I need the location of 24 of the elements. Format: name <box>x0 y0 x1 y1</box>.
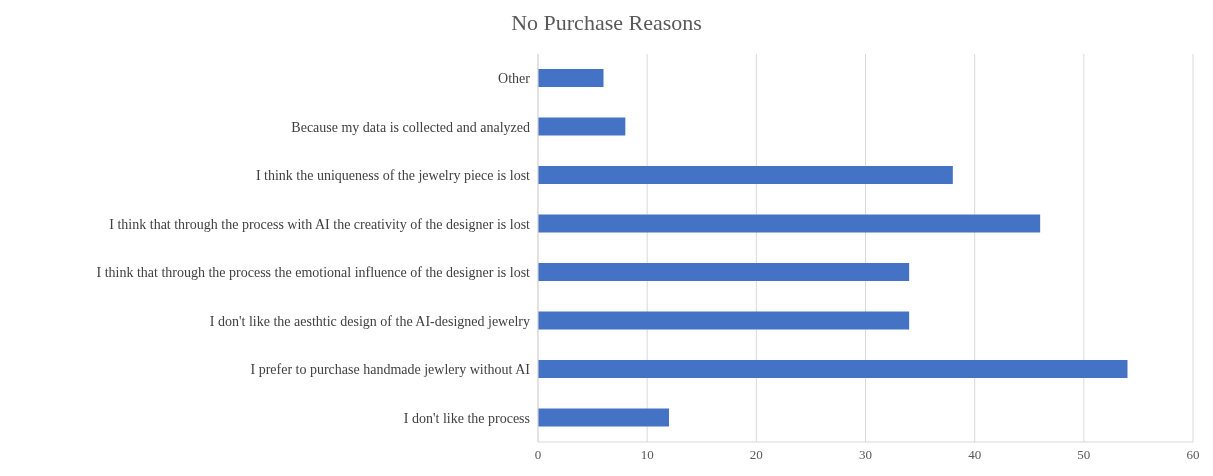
y-tick-label: I don't like the process <box>403 410 530 426</box>
bar <box>538 311 910 330</box>
bar <box>538 360 1128 378</box>
bar <box>538 214 1041 233</box>
x-tick-label: 60 <box>1186 447 1200 463</box>
y-tick-label: I don't like the aesthtic design of the AI-designed jewelry <box>209 313 530 329</box>
bar <box>538 117 626 136</box>
bar <box>538 263 910 281</box>
bar <box>538 69 604 87</box>
bar <box>538 408 669 427</box>
bar <box>538 166 953 184</box>
x-tick-label: 10 <box>640 447 654 463</box>
x-tick-label: 0 <box>534 447 542 463</box>
y-tick-label: I think that through the process the emotional influence of the designer is lost <box>96 265 531 281</box>
y-tick-label: I think that through the process with AI the creativity of the designer is lost <box>109 216 531 232</box>
chart-title: No Purchase Reasons <box>510 9 703 37</box>
x-tick-label: 20 <box>749 447 763 463</box>
x-tick-label: 30 <box>859 447 872 463</box>
x-tick-label: 50 <box>1077 447 1091 463</box>
x-tick-label: 40 <box>968 447 982 463</box>
y-tick-label: Other <box>498 71 531 87</box>
y-tick-label: I think the uniqueness of the jewelry piece is lost <box>255 168 531 184</box>
y-tick-label: Because my data is collected and analyzed <box>291 119 530 135</box>
y-tick-label: I prefer to purchase handmade jewlery without AI <box>250 362 531 378</box>
